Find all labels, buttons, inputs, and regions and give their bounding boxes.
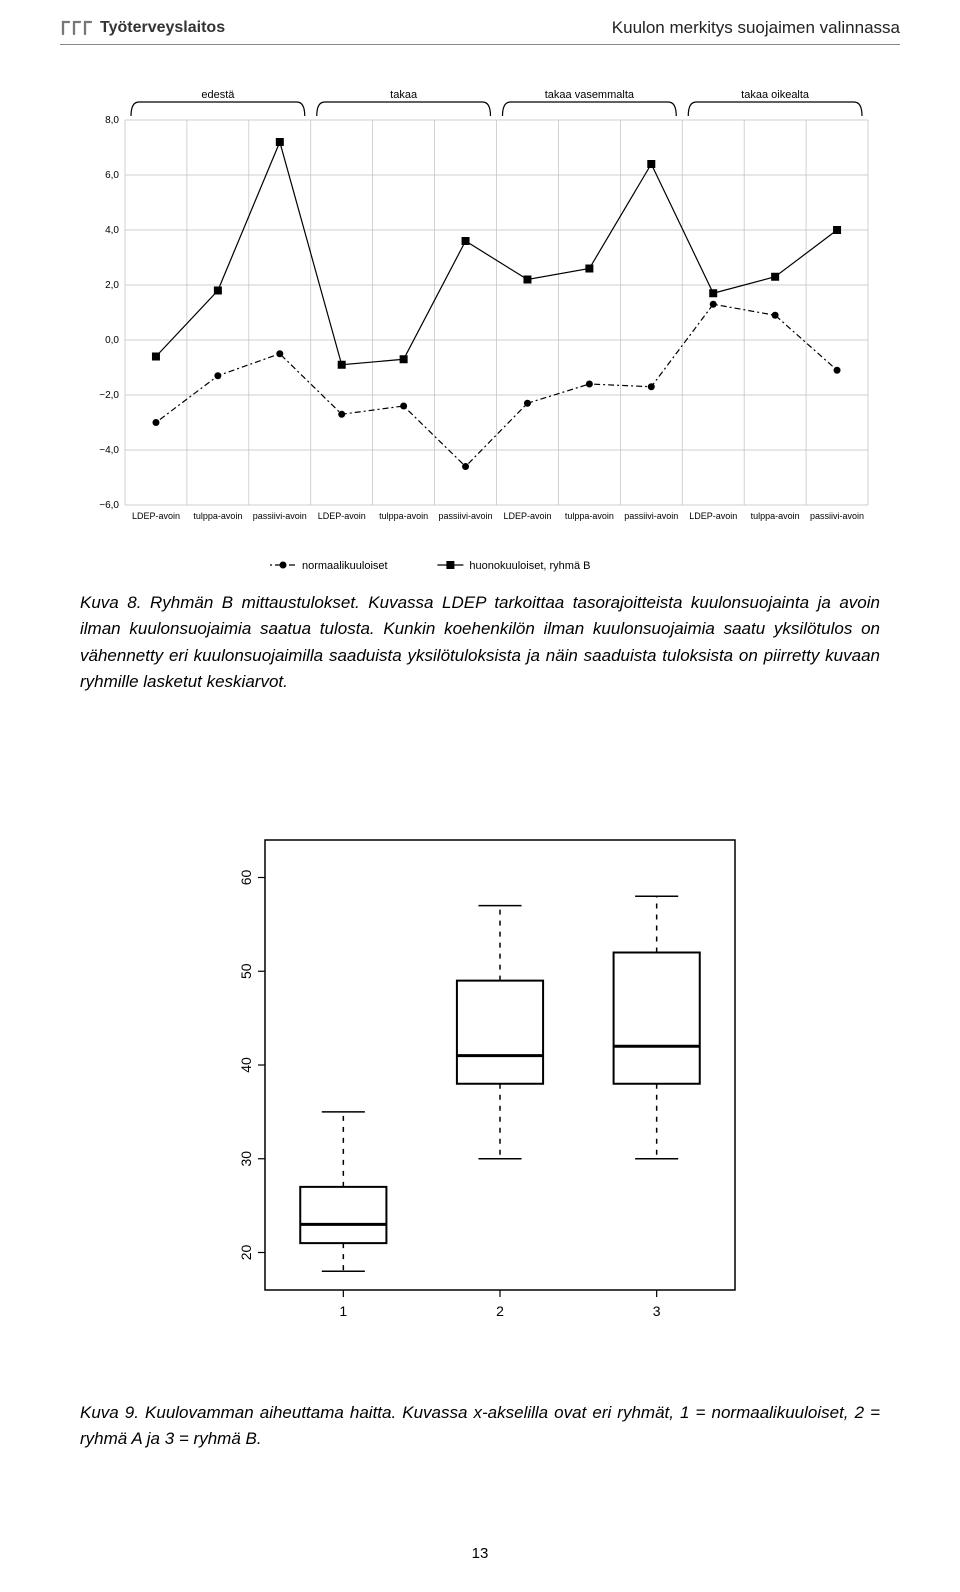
svg-text:huonokuuloiset, ryhmä B: huonokuuloiset, ryhmä B [469, 560, 590, 572]
svg-text:−4,0: −4,0 [99, 445, 119, 456]
svg-text:40: 40 [238, 1057, 254, 1073]
page-title: Kuulon merkitys suojaimen valinnassa [612, 18, 900, 38]
brand-logo: Työterveyslaitos [60, 19, 225, 37]
svg-text:8,0: 8,0 [105, 115, 119, 126]
svg-text:4,0: 4,0 [105, 225, 119, 236]
chart2-boxplot: 20 30 40 50 60 1 2 3 [210, 825, 750, 1335]
svg-text:2,0: 2,0 [105, 280, 119, 291]
svg-text:edestä: edestä [201, 89, 235, 101]
svg-text:takaa vasemmalta: takaa vasemmalta [545, 89, 635, 101]
svg-text:LDEP-avoin: LDEP-avoin [689, 511, 737, 521]
svg-text:20: 20 [238, 1245, 254, 1261]
caption-figure8: Kuva 8. Ryhmän B mittaustulokset. Kuvass… [80, 590, 880, 695]
svg-text:tulppa-avoin: tulppa-avoin [193, 511, 242, 521]
svg-text:LDEP-avoin: LDEP-avoin [318, 511, 366, 521]
svg-text:3: 3 [653, 1303, 661, 1319]
svg-text:6,0: 6,0 [105, 170, 119, 181]
svg-text:−6,0: −6,0 [99, 500, 119, 511]
caption-figure9: Kuva 9. Kuulovamman aiheuttama haitta. K… [80, 1400, 880, 1453]
svg-text:LDEP-avoin: LDEP-avoin [503, 511, 551, 521]
svg-text:LDEP-avoin: LDEP-avoin [132, 511, 180, 521]
brand-text: Työterveyslaitos [100, 19, 225, 37]
svg-text:60: 60 [238, 870, 254, 886]
svg-text:1: 1 [339, 1303, 347, 1319]
logo-icon [60, 19, 94, 37]
svg-text:passiivi-avoin: passiivi-avoin [439, 511, 493, 521]
svg-text:tulppa-avoin: tulppa-avoin [565, 511, 614, 521]
svg-text:0,0: 0,0 [105, 335, 119, 346]
svg-text:tulppa-avoin: tulppa-avoin [379, 511, 428, 521]
svg-text:tulppa-avoin: tulppa-avoin [751, 511, 800, 521]
page-number: 13 [0, 1545, 960, 1562]
svg-text:−2,0: −2,0 [99, 390, 119, 401]
svg-text:passiivi-avoin: passiivi-avoin [810, 511, 864, 521]
svg-text:normaalikuuloiset: normaalikuuloiset [302, 560, 388, 572]
svg-text:passiivi-avoin: passiivi-avoin [624, 511, 678, 521]
page-header: Työterveyslaitos Kuulon merkitys suojaim… [60, 18, 900, 45]
svg-text:2: 2 [496, 1303, 504, 1319]
svg-text:takaa: takaa [390, 89, 418, 101]
chart1-legend: normaalikuuloiset huonokuuloiset, ryhmä B [80, 555, 880, 578]
chart1-line: −6,0 −4,0 −2,0 0,0 2,0 4,0 6,0 8,0 LDEP-avoin tul… [80, 80, 880, 550]
svg-text:passiivi-avoin: passiivi-avoin [253, 511, 307, 521]
svg-text:takaa oikealta: takaa oikealta [741, 89, 810, 101]
svg-text:50: 50 [238, 963, 254, 979]
svg-text:30: 30 [238, 1151, 254, 1167]
